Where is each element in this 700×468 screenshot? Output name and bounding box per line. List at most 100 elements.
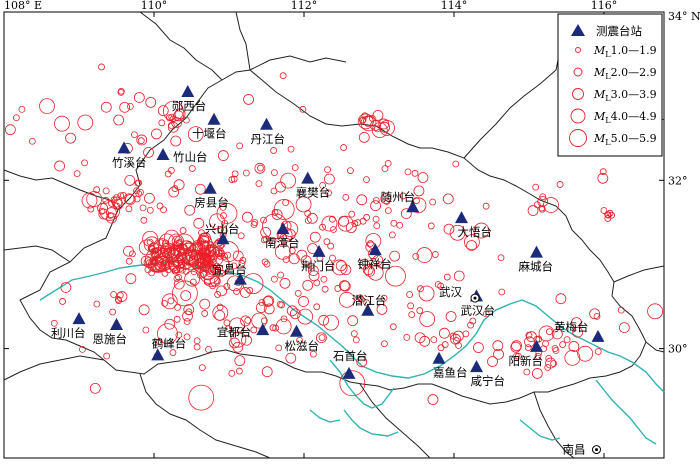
legend-magnitude-circle bbox=[575, 47, 581, 53]
epicenter-circle bbox=[362, 264, 374, 276]
epicenter-circle bbox=[244, 316, 252, 324]
epicenter-circle bbox=[406, 291, 414, 298]
epicenter-circle bbox=[288, 247, 296, 254]
epicenter-circle bbox=[377, 261, 384, 269]
epicenter-circle bbox=[208, 255, 215, 262]
epicenter-circle bbox=[77, 114, 94, 131]
epicenter-circle bbox=[550, 360, 557, 367]
epicenter-circle bbox=[604, 211, 612, 218]
epicenter-circle bbox=[168, 186, 180, 198]
lat-tick-label: 30° bbox=[668, 343, 688, 356]
epicenter-circle bbox=[131, 131, 138, 139]
epicenter-circle bbox=[319, 181, 327, 189]
epicenter-circle bbox=[604, 211, 612, 219]
epicenter-circle bbox=[323, 314, 339, 331]
epicenter-circle bbox=[534, 352, 542, 360]
city-label: 南昌 bbox=[563, 443, 586, 457]
epicenter-circle bbox=[142, 230, 159, 247]
epicenter-circle bbox=[142, 326, 150, 334]
station-label: 大悟台 bbox=[458, 225, 493, 239]
epicenter-circle bbox=[370, 120, 381, 131]
epicenter-circle bbox=[173, 110, 184, 122]
epicenter-circle bbox=[373, 222, 381, 230]
station-triangle-icon bbox=[181, 84, 195, 97]
epicenter-circle bbox=[237, 327, 245, 334]
station-triangle-icon bbox=[203, 181, 217, 194]
epicenter-circle bbox=[358, 132, 370, 143]
epicenter-circle bbox=[239, 287, 251, 298]
epicenter-circle bbox=[568, 341, 580, 352]
epicenter-circle bbox=[129, 250, 136, 258]
station-triangle-icon bbox=[260, 117, 273, 130]
epicenter-circle bbox=[438, 327, 450, 339]
epicenter-circle bbox=[28, 137, 36, 145]
station-triangle-icon bbox=[406, 200, 420, 213]
epicenter-circle bbox=[79, 345, 86, 353]
epicenter-circle bbox=[144, 192, 155, 204]
station-label: 石首台 bbox=[333, 349, 368, 363]
station-triangle-icon bbox=[361, 303, 375, 316]
epicenter-circle bbox=[443, 273, 451, 281]
epicenter-circle bbox=[231, 170, 239, 178]
lon-tick-label: 116° bbox=[591, 0, 618, 12]
epicenter-circle bbox=[12, 114, 20, 122]
epicenter-circle bbox=[171, 117, 183, 128]
epicenter-circle bbox=[365, 233, 382, 249]
epicenter-circle bbox=[146, 206, 154, 214]
epicenter-circle bbox=[271, 209, 283, 220]
legend-mag-sub: L bbox=[605, 94, 611, 103]
epicenter-circle bbox=[348, 210, 356, 218]
epicenter-circle bbox=[124, 194, 136, 205]
epicenter-circle bbox=[139, 204, 147, 212]
epicenter-circle bbox=[278, 301, 286, 309]
epicenter-circle bbox=[443, 223, 455, 235]
epicenter-circle bbox=[563, 336, 571, 344]
station-label: 黄梅台 bbox=[554, 320, 589, 334]
epicenter-circle bbox=[551, 328, 563, 340]
epicenter-circle bbox=[338, 291, 355, 308]
epicenter-circle bbox=[198, 252, 206, 260]
epicenter-circle bbox=[133, 92, 145, 103]
epicenter-circle bbox=[228, 176, 236, 183]
legend-magnitude-label: ML5.0—5.9 bbox=[593, 132, 657, 147]
epicenter-circle bbox=[340, 264, 352, 276]
epicenter-circle bbox=[359, 217, 367, 225]
epicenter-circle bbox=[449, 224, 466, 241]
epicenter-circle bbox=[206, 252, 218, 264]
epicenter-circle bbox=[134, 179, 142, 187]
epicenter-circle bbox=[258, 299, 266, 306]
epicenter-circle bbox=[347, 315, 359, 327]
epicenter-circle bbox=[229, 317, 245, 334]
epicenter-circle bbox=[323, 238, 331, 246]
epicenter-circle bbox=[309, 350, 317, 358]
epicenter-circle bbox=[511, 340, 522, 352]
epicenter-circle bbox=[328, 215, 336, 223]
epicenter-circle bbox=[184, 204, 196, 216]
epicenter-circle bbox=[417, 172, 429, 183]
epicenter-circle bbox=[319, 223, 326, 231]
epicenter-circle bbox=[164, 266, 172, 274]
epicenter-circle bbox=[228, 369, 236, 377]
epicenter-circle bbox=[412, 252, 420, 260]
epicenter-circle bbox=[112, 198, 124, 210]
epicenter-circle bbox=[97, 202, 109, 214]
epicenter-circle bbox=[383, 198, 391, 205]
epicenter-circle bbox=[187, 126, 204, 143]
epicenter-circle bbox=[389, 250, 401, 262]
epicenter-circle bbox=[279, 72, 287, 80]
epicenter-circle bbox=[450, 333, 461, 345]
epicenter-circle bbox=[60, 282, 72, 293]
epicenter-circle bbox=[374, 125, 381, 133]
epicenter-circle bbox=[168, 113, 176, 121]
epicenter-circle bbox=[199, 298, 211, 310]
epicenter-circle bbox=[159, 245, 167, 253]
epicenter-circle bbox=[206, 270, 214, 278]
epicenter-circle bbox=[411, 169, 419, 177]
epicenter-circle bbox=[599, 168, 607, 176]
epicenter-circle bbox=[263, 295, 275, 307]
epicenter-circle bbox=[330, 226, 337, 233]
epicenter-circle bbox=[136, 134, 148, 146]
epicenter-circle bbox=[81, 192, 98, 209]
epicenter-circle bbox=[556, 181, 564, 188]
epicenter-circle bbox=[493, 348, 504, 360]
